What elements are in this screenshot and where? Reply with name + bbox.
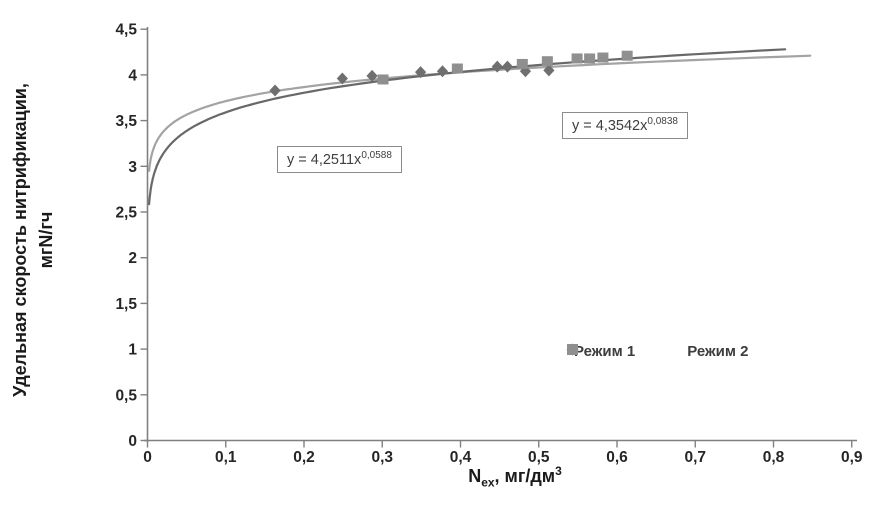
data-point-square <box>377 74 389 85</box>
y-tick-label: 3 <box>128 159 137 176</box>
equation-exponent: 0,0838 <box>647 116 678 127</box>
trendline-equation-rezhim-1: y = 4,2511x0,0588 <box>277 146 402 173</box>
equation-base: y = 4,3542x <box>572 117 648 134</box>
trendline-1 <box>148 54 812 172</box>
x-tick-label: 0,9 <box>841 449 863 466</box>
x-tick-label: 0,1 <box>215 449 237 466</box>
x-axis-title: Nex, мг/дм3 <box>468 464 562 490</box>
data-point-diamond <box>519 65 532 78</box>
data-point-diamond <box>366 69 378 82</box>
equation-base: y = 4,2511x <box>287 151 362 168</box>
y-tick-label: 4,5 <box>115 22 137 39</box>
y-tick-label: 2 <box>128 250 137 267</box>
x-tick-label: 0,4 <box>450 449 472 466</box>
data-point-diamond <box>491 60 503 73</box>
x-axis-title-units: , мг/дм <box>494 466 556 486</box>
y-tick-label: 3,5 <box>115 113 137 130</box>
chart-legend: Режим 1 Режим 2 <box>566 343 749 360</box>
data-point-square <box>621 50 633 61</box>
data-point-diamond <box>436 65 449 78</box>
data-point-diamond <box>501 60 514 73</box>
y-tick-label: 2,5 <box>115 205 137 222</box>
data-point-square <box>451 63 463 74</box>
data-point-diamond <box>336 72 348 85</box>
data-point-diamond <box>269 84 281 97</box>
data-point-square <box>597 52 609 63</box>
y-tick-label: 1,5 <box>115 296 137 313</box>
y-tick-label: 1 <box>128 342 137 359</box>
x-tick-label: 0,8 <box>763 449 785 466</box>
y-axis-title: Удельная скорость нитрификации, мгN/гч <box>7 83 59 397</box>
trendline-equation-rezhim-2: y = 4,3542x0,0838 <box>562 112 688 139</box>
x-axis-title-superscript: 3 <box>555 464 562 478</box>
data-point-square <box>516 58 528 69</box>
data-point-square <box>541 56 553 67</box>
data-point-square <box>584 53 596 64</box>
y-tick-label: 4 <box>128 67 137 84</box>
x-tick-label: 0,3 <box>371 449 393 466</box>
x-tick-label: 0,2 <box>293 449 315 466</box>
y-tick-label: 0,5 <box>115 387 137 404</box>
data-point-diamond <box>543 64 555 77</box>
x-tick-label: 0,6 <box>606 449 628 466</box>
legend-label: Режим 2 <box>687 343 749 360</box>
x-axis-title-symbol: N <box>468 466 482 486</box>
y-axis-title-line1: Удельная скорость нитрификации, <box>10 83 30 397</box>
data-point-diamond <box>414 66 427 79</box>
y-tick-label: 0 <box>128 433 137 450</box>
y-axis-title-line2: мгN/гч <box>36 211 56 269</box>
x-axis-title-subscript: ex <box>481 475 495 490</box>
legend-item-rezhim-2: Режим 2 <box>567 343 749 360</box>
x-tick-label: 0,5 <box>528 449 550 466</box>
legend-label: Режим 1 <box>574 343 636 360</box>
x-tick-label: 0,7 <box>684 449 706 466</box>
data-point-square <box>571 53 583 64</box>
equation-exponent: 0,0588 <box>361 150 392 161</box>
x-tick-label: 0 <box>143 449 152 466</box>
